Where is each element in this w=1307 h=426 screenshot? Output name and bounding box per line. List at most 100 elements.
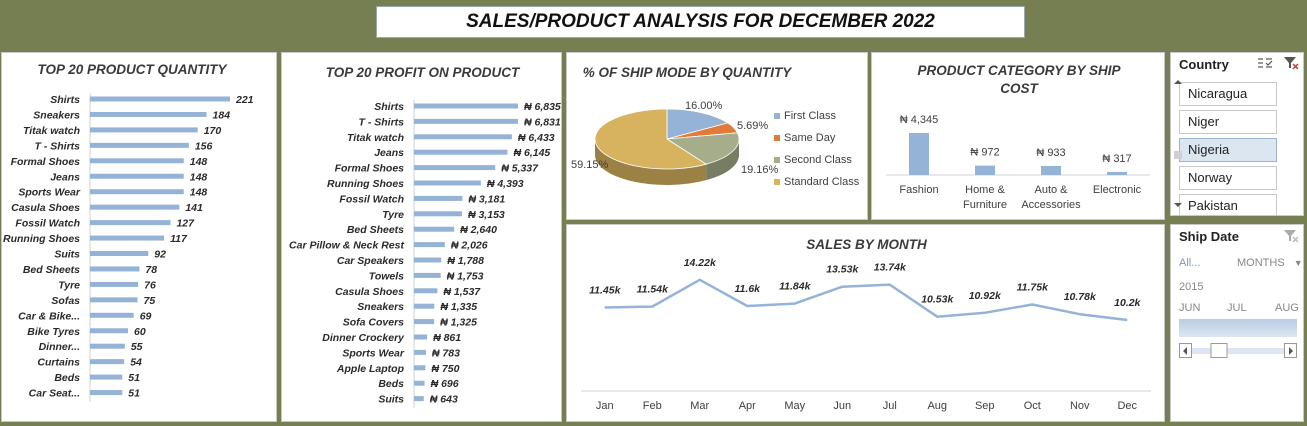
profit-bar-running-shoes — [414, 180, 481, 186]
qty-bar-sofas — [90, 297, 138, 303]
ship-data-label-same-day: 5.69% — [737, 120, 768, 132]
profit-value-beds: ₦ 696 — [431, 378, 459, 390]
ship-legend-second-class: Second Class — [784, 154, 852, 166]
qty-value-curtains: 54 — [130, 357, 142, 369]
category-value-electronic: ₦ 317 — [1102, 153, 1131, 165]
month-value-apr: 11.6k — [735, 283, 762, 295]
category-tick-auto-accessories-1: Accessories — [1021, 199, 1081, 211]
qty-bar-sports-wear — [90, 189, 184, 195]
profit-value-formal-shoes: ₦ 5,337 — [501, 163, 539, 175]
date-level-label: MONTHS — [1237, 257, 1285, 269]
country-slicer-title: Country — [1179, 57, 1229, 72]
qty-bar-bed-sheets — [90, 266, 140, 272]
qty-value-shirts: 221 — [235, 94, 254, 106]
profit-value-sneakers: ₦ 1,335 — [440, 301, 477, 313]
profit-value-shirts: ₦ 6,835 — [524, 101, 561, 113]
profit-chart-title: TOP 20 PROFIT ON PRODUCT — [325, 65, 520, 80]
country-slicer-scrollbar[interactable] — [1171, 79, 1185, 209]
category-tick-electronic-0: Electronic — [1093, 184, 1142, 196]
qty-label-curtains: Curtains — [37, 357, 80, 369]
profit-bar-casula-shoes — [414, 288, 438, 294]
profit-label-sneakers: Sneakers — [357, 301, 404, 313]
profit-label-dinner-crockery: Dinner Crockery — [322, 332, 405, 344]
profit-value-dinner-crockery: ₦ 861 — [433, 332, 461, 344]
qty-bar-beds — [90, 374, 123, 380]
month-series-line — [604, 278, 1128, 322]
qty-label-sports-wear: Sports Wear — [18, 187, 81, 199]
qty-bar-car-seat — [90, 390, 123, 396]
date-all-label[interactable]: All... — [1179, 257, 1201, 269]
qty-bar-suits — [90, 251, 149, 256]
dashboard-title-box: SALES/PRODUCT ANALYSIS FOR DECEMBER 2022 — [376, 6, 1025, 38]
ship-legend-swatch-first-class — [774, 113, 780, 119]
qty-label-car-seat: Car Seat... — [29, 388, 80, 400]
date-slicer-title: Ship Date — [1179, 229, 1239, 244]
ship-slice-standard-class — [594, 108, 708, 170]
country-item-nigeria[interactable]: Nigeria — [1179, 138, 1277, 162]
profit-label-bed-sheets: Bed Sheets — [347, 224, 404, 236]
month-value-nov: 10.78k — [1064, 291, 1097, 303]
qty-bar-tyre — [90, 281, 139, 287]
profit-value-bed-sheets: ₦ 2,640 — [460, 224, 497, 236]
date-slicer: Ship Date All... MONTHS ▼ 2015 JUN JUL A… — [1170, 224, 1304, 422]
profit-value-titak-watch: ₦ 6,433 — [518, 132, 555, 144]
date-month-aug[interactable]: AUG — [1275, 302, 1299, 314]
qty-bar-jeans — [90, 173, 184, 179]
ship-slice-second-class — [665, 132, 740, 165]
qty-bar-car-bike — [90, 312, 134, 318]
ship-data-label-first-class: 16.00% — [685, 100, 723, 112]
country-item-norway[interactable]: Norway — [1179, 166, 1277, 190]
date-timeline-band[interactable] — [1179, 319, 1297, 337]
country-item-nicaragua[interactable]: Nicaragua — [1179, 82, 1277, 106]
qty-label-bed-sheets: Bed Sheets — [23, 264, 80, 276]
qty-label-dinner: Dinner... — [39, 341, 81, 353]
ship-legend-swatch-second-class — [774, 157, 780, 163]
country-item-niger[interactable]: Niger — [1179, 110, 1277, 134]
date-month-jun[interactable]: JUN — [1179, 302, 1201, 314]
qty-label-casula-shoes: Casula Shoes — [11, 202, 80, 214]
month-panel: SALES BY MONTH 11.45k Jan 11.54k Feb 14.22k M… — [566, 224, 1165, 422]
qty-value-casula-shoes: 141 — [185, 202, 203, 214]
category-chart-title: PRODUCT CATEGORY BY SHIP COST — [872, 62, 1164, 98]
profit-bar-titak-watch — [414, 134, 512, 140]
clear-filter-icon[interactable] — [1283, 56, 1299, 70]
qty-bar-bike-tyres — [90, 328, 129, 334]
country-item-pakistan[interactable]: Pakistan — [1179, 194, 1277, 215]
profit-label-sports-wear: Sports Wear — [342, 347, 405, 359]
category-value-auto-accessories: ₦ 933 — [1036, 147, 1065, 159]
qty-panel: TOP 20 PRODUCT QUANTITY Shirts 221 Sneaker… — [1, 52, 277, 422]
profit-panel: TOP 20 PROFIT ON PRODUCT Shirts ₦ 6,835 T … — [281, 52, 562, 422]
profit-value-car-pillow-neck-rest: ₦ 2,026 — [451, 240, 488, 252]
date-clear-filter-icon[interactable] — [1283, 229, 1299, 243]
multi-select-icon[interactable] — [1257, 56, 1273, 70]
qty-value-jeans: 148 — [190, 171, 208, 183]
qty-bar-formal-shoes — [90, 158, 184, 164]
date-timeline-scrollbar[interactable] — [1179, 343, 1297, 359]
profit-label-sofa-covers: Sofa Covers — [343, 317, 404, 329]
qty-value-fossil-watch: 127 — [176, 218, 195, 230]
qty-label-fossil-watch: Fossil Watch — [15, 218, 80, 230]
date-month-jul[interactable]: JUL — [1227, 302, 1247, 314]
profit-value-fossil-watch: ₦ 3,181 — [468, 193, 505, 205]
qty-label-suits: Suits — [54, 249, 80, 261]
qty-label-car-bike: Car & Bike... — [18, 310, 80, 322]
date-level-dropdown[interactable]: MONTHS ▼ — [1237, 257, 1303, 269]
month-value-aug: 10.53k — [921, 294, 954, 306]
category-tick-home-furniture-0: Home & — [965, 184, 1005, 196]
profit-bar-t-shirts — [414, 118, 518, 124]
category-bar-home-furniture — [975, 165, 995, 175]
profit-value-casula-shoes: ₦ 1,537 — [443, 286, 481, 298]
month-tick-jan: Jan — [596, 400, 614, 412]
category-value-home-furniture: ₦ 972 — [970, 147, 999, 159]
qty-value-formal-shoes: 148 — [190, 156, 208, 168]
month-value-jun: 13.53k — [826, 264, 859, 276]
profit-value-tyre: ₦ 3,153 — [468, 209, 505, 221]
ship-panel: % OF SHIP MODE BY QUANTITY 16.00% 5.69% 19… — [566, 52, 868, 220]
profit-label-titak-watch: Titak watch — [347, 132, 404, 144]
profit-bar-car-speakers — [414, 257, 442, 263]
profit-bar-sports-wear — [414, 349, 426, 355]
profit-bar-bed-sheets — [414, 226, 455, 232]
month-tick-aug: Aug — [927, 400, 947, 412]
profit-value-towels: ₦ 1,753 — [447, 270, 484, 282]
month-value-feb: 11.54k — [637, 284, 669, 296]
